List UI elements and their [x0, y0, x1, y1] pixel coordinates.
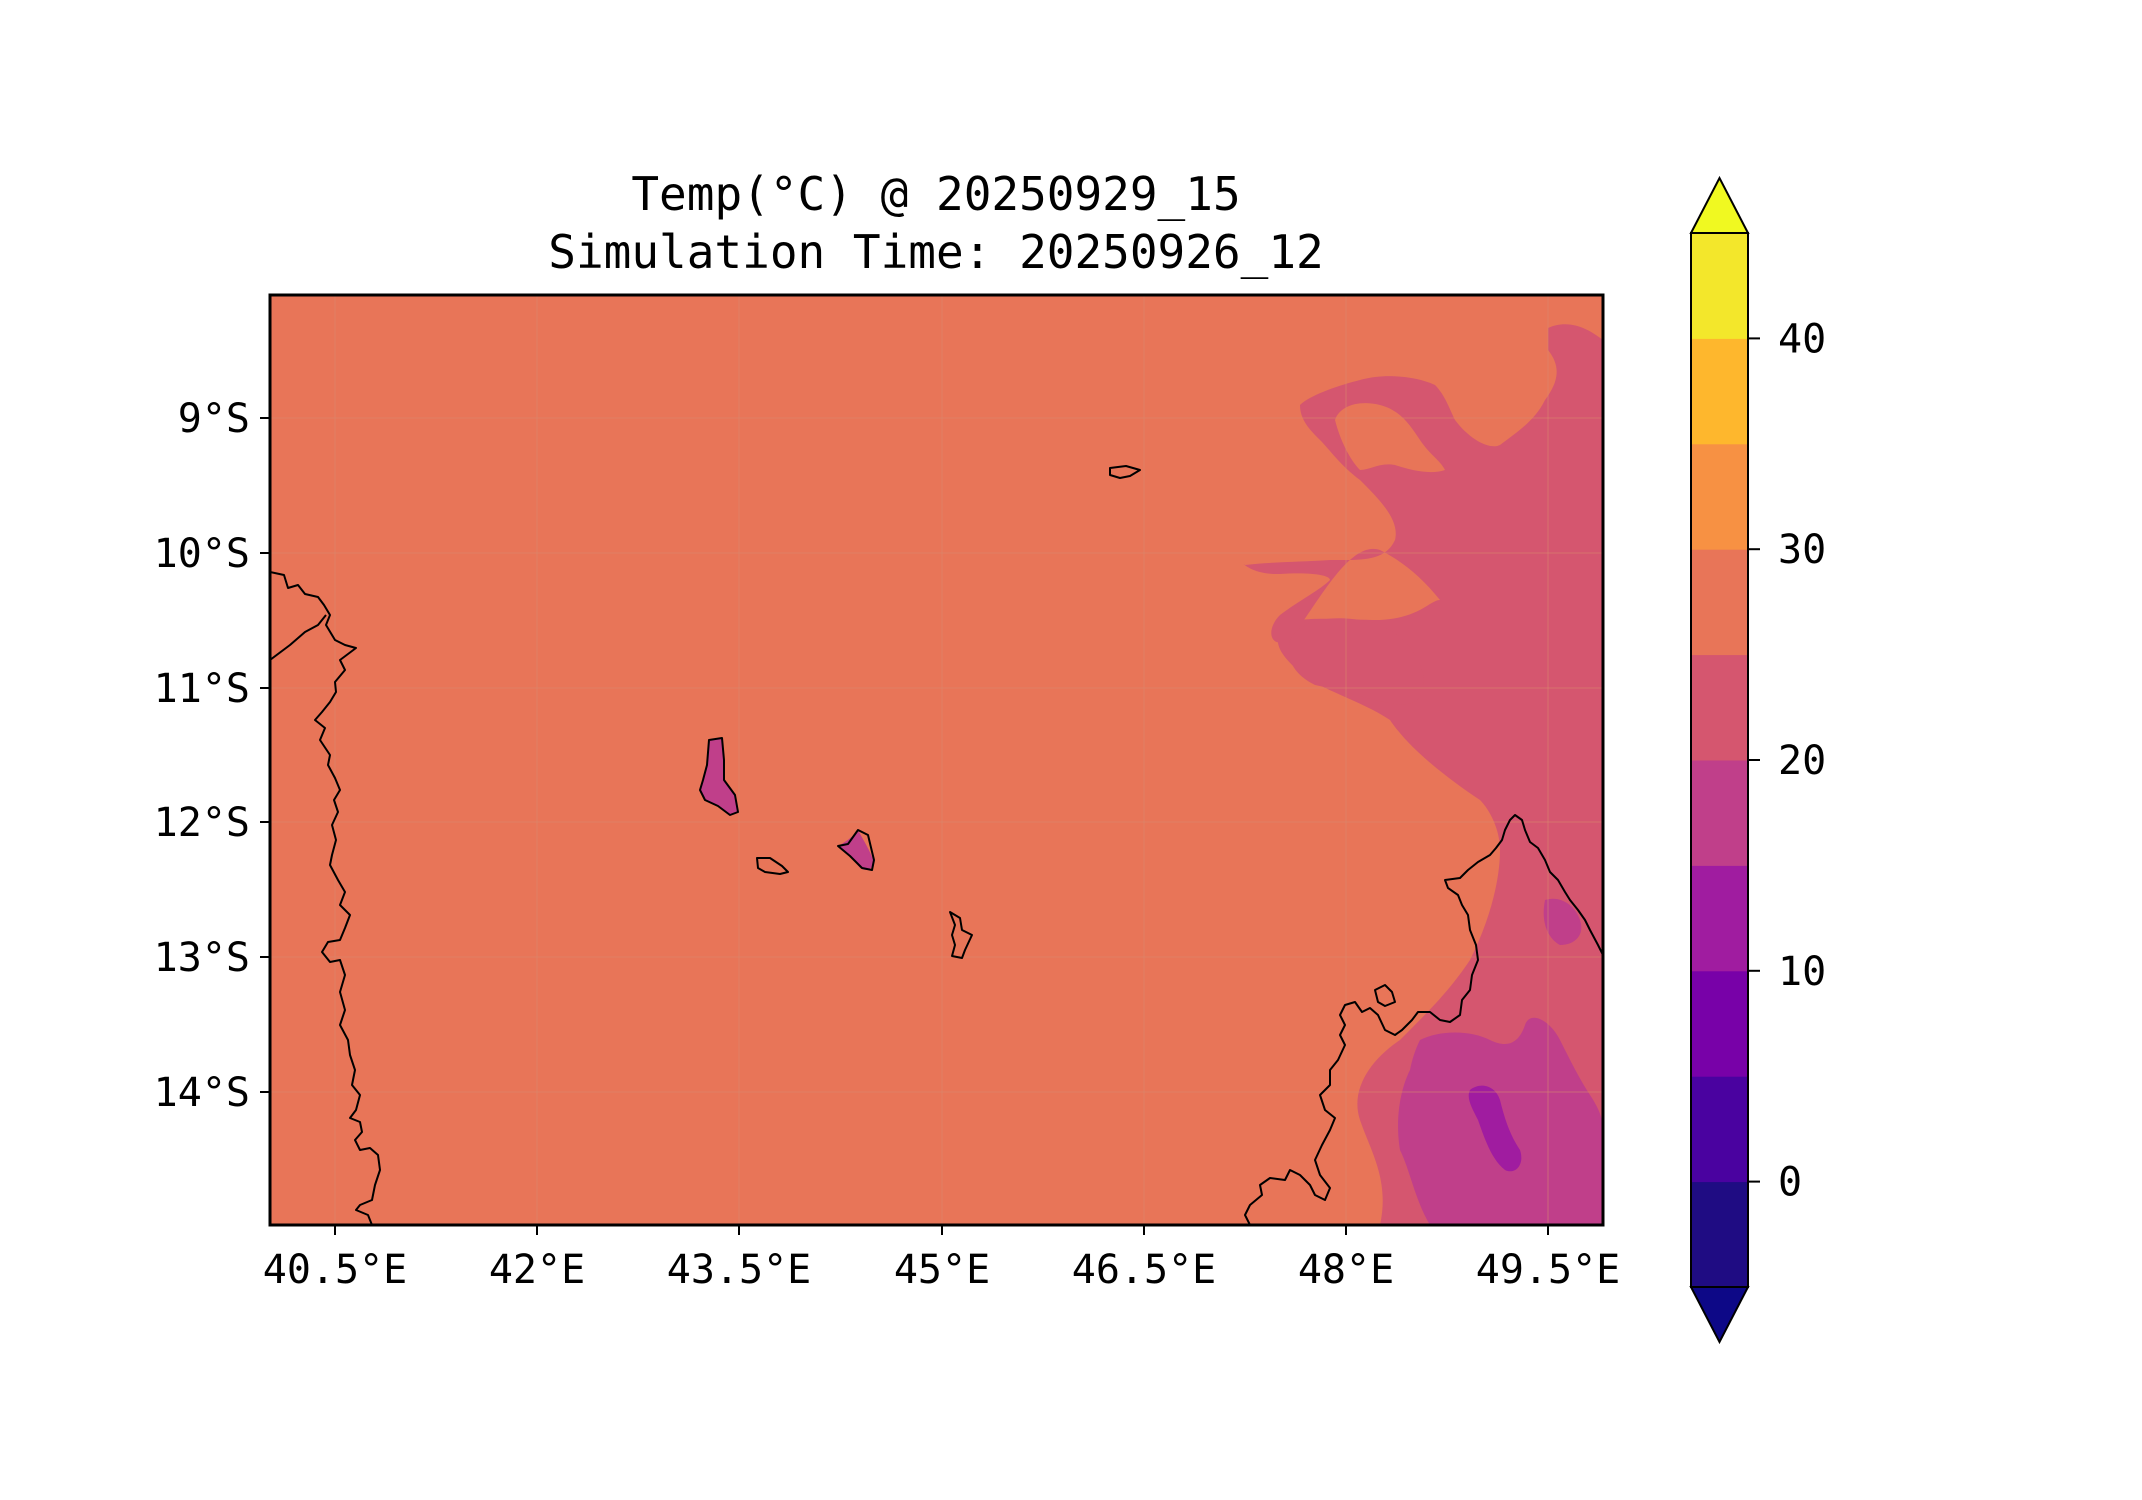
- colorbar-tick-label: 40: [1778, 316, 1826, 362]
- coastlines: [270, 465, 1603, 1225]
- colorbar-band: [1691, 970, 1748, 1077]
- y-tick-label: 14°S: [154, 1070, 250, 1116]
- colorbar-extend-low: [1689, 1286, 1750, 1345]
- y-tick-label: 9°S: [178, 396, 250, 442]
- colorbar-tick-label: 0: [1778, 1160, 1802, 1206]
- temp-region-15-20-north: [1543, 898, 1582, 945]
- island-grande-comore: [700, 738, 738, 815]
- x-tick-label: 49.5°E: [1476, 1247, 1621, 1293]
- colorbar-band: [1691, 233, 1748, 339]
- colorbar-band: [1691, 443, 1748, 550]
- coast-africa: [270, 571, 381, 1225]
- coast-madagascar: [1244, 814, 1603, 1225]
- map-panel: [270, 295, 1603, 1225]
- colorbar-band: [1691, 760, 1748, 866]
- temp-region-20-25: [1243, 324, 1603, 1225]
- coast-anjouan: [837, 829, 875, 871]
- coast-africa-upper: [270, 614, 327, 661]
- colorbar-band: [1691, 1076, 1748, 1183]
- x-axis: 40.5°E 42°E 43.5°E 45°E 46.5°E 48°E 49.5°E: [263, 1225, 1621, 1293]
- colorbar-band: [1691, 865, 1748, 972]
- y-axis: 9°S 10°S 11°S 12°S 13°S 14°S: [154, 396, 270, 1116]
- x-tick-label: 42°E: [489, 1247, 585, 1293]
- colorbar-tick-label: 30: [1778, 527, 1826, 573]
- map-frame: [268, 293, 1605, 1227]
- gridlines: [270, 295, 1603, 1225]
- colorbar-band: [1691, 654, 1748, 761]
- colorbar-tick-label: 10: [1778, 949, 1826, 995]
- x-tick-label: 40.5°E: [263, 1247, 408, 1293]
- title-line-1: Temp(°C) @ 20250929_15: [631, 167, 1240, 221]
- coast-grande-comore: [699, 737, 739, 816]
- coast-mayotte: [949, 911, 973, 959]
- coast-moheli: [756, 857, 789, 875]
- x-tick-label: 46.5°E: [1072, 1247, 1217, 1293]
- colorbar-tick-label: 20: [1778, 738, 1826, 784]
- y-tick-label: 10°S: [154, 531, 250, 577]
- coast-glorioso: [1109, 465, 1141, 479]
- island-anjouan: [838, 830, 874, 870]
- coast-nosy-be: [1374, 984, 1396, 1007]
- y-tick-label: 13°S: [154, 935, 250, 981]
- title-line-2: Simulation Time: 20250926_12: [548, 225, 1323, 279]
- colorbar-band: [1691, 1181, 1748, 1288]
- temp-region-10-15: [1468, 1085, 1522, 1172]
- temp-region-20-25-west: [1288, 618, 1424, 705]
- x-tick-label: 48°E: [1298, 1247, 1394, 1293]
- colorbar-extend-high: [1689, 175, 1750, 234]
- y-tick-label: 12°S: [154, 800, 250, 846]
- y-tick-label: 11°S: [154, 666, 250, 712]
- colorbar-band: [1691, 549, 1748, 656]
- colorbar: 40 30 20 10 0: [1689, 175, 1826, 1345]
- colorbar-band: [1691, 338, 1748, 445]
- x-tick-label: 45°E: [894, 1247, 990, 1293]
- x-tick-label: 43.5°E: [667, 1247, 812, 1293]
- temp-region-25-30-pocket: [1335, 403, 1445, 473]
